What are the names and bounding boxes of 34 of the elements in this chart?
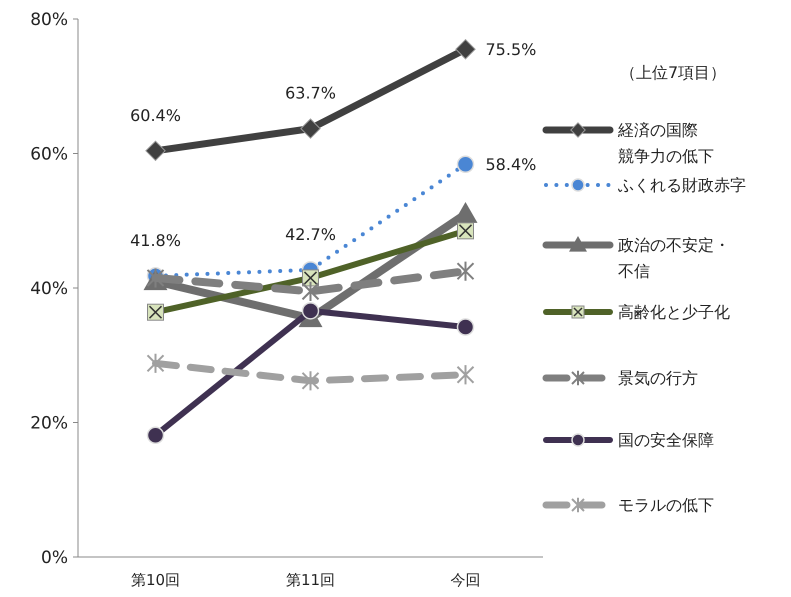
- y-tick-label: 60%: [30, 144, 68, 164]
- legend-label: 高齢化と少子化: [618, 302, 730, 322]
- legend-label: 景気の行方: [618, 368, 698, 388]
- data-label: 41.8%: [130, 230, 181, 250]
- legend-label: 政治の不安定・不信: [618, 236, 730, 281]
- point: [455, 39, 476, 60]
- legend-label: 国の安全保障: [618, 430, 714, 450]
- data-label: 75.5%: [486, 40, 536, 59]
- point: [145, 140, 166, 161]
- y-tick-label: 40%: [30, 278, 68, 299]
- y-tick-label: 20%: [30, 413, 68, 434]
- y-tick-label: 0%: [41, 548, 68, 568]
- point: [456, 364, 474, 386]
- legend-label: 経済の国際競争力の低下: [617, 120, 714, 166]
- point: [302, 370, 320, 392]
- legend-label: モラルの低下: [618, 496, 714, 515]
- point: [456, 260, 474, 282]
- x-tick-label: 今回: [450, 571, 480, 589]
- point: [302, 280, 320, 302]
- x-tick-label: 第11回: [286, 571, 336, 589]
- point: [146, 352, 164, 374]
- x-tick-label: 第10回: [130, 571, 180, 589]
- point: [302, 302, 320, 320]
- legend-label: ふくれる財政赤字: [617, 176, 746, 195]
- y-tick-label: 80%: [30, 10, 68, 30]
- data-label: 58.4%: [486, 154, 536, 174]
- data-label: 42.7%: [285, 224, 336, 244]
- point: [456, 156, 474, 174]
- point: [300, 118, 321, 139]
- data-label: 60.4%: [130, 106, 181, 125]
- point: [456, 318, 474, 336]
- point: [146, 426, 164, 444]
- legend-title: （上位7項目）: [620, 63, 726, 82]
- data-label: 63.7%: [285, 84, 336, 103]
